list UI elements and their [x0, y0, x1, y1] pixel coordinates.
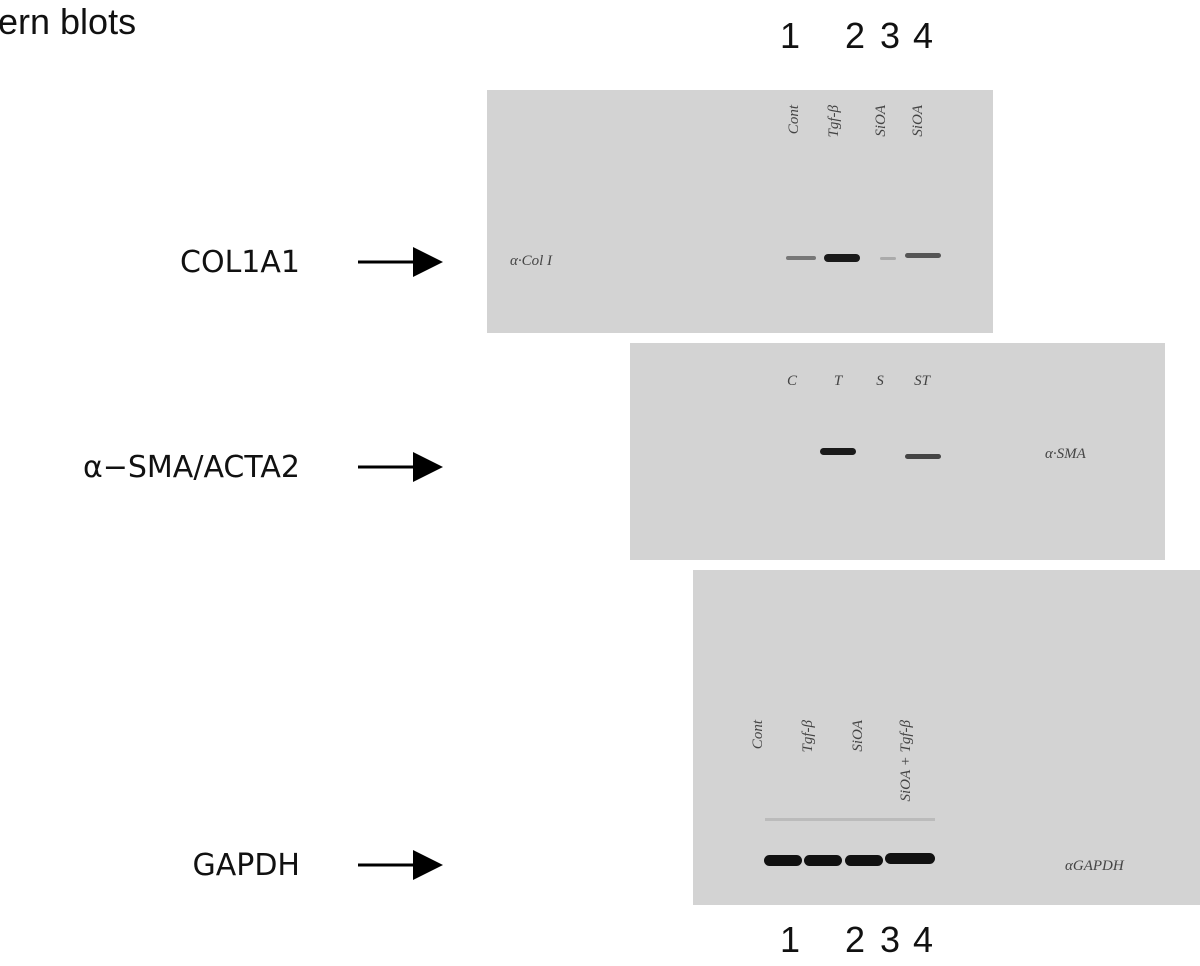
blot-image: [693, 570, 1200, 905]
lane-number: 3: [880, 15, 900, 56]
lane-number: 2: [845, 15, 865, 56]
antibody-note: α·Col I: [510, 253, 553, 269]
antibody-note: α·SMA: [1045, 446, 1087, 462]
lane-note: SiOA + Tgf-β: [898, 719, 914, 801]
lane-note: SiOA: [910, 104, 926, 137]
lane-note: SiOA: [850, 719, 866, 752]
lane-number: 4: [913, 919, 933, 960]
lane-note: SiOA: [873, 104, 889, 137]
lane-note: Cont: [750, 719, 766, 749]
protein-label: GAPDH: [192, 848, 300, 883]
antibody-note: αGAPDH: [1065, 858, 1125, 874]
lane-note: S: [876, 373, 884, 389]
lane-number: 3: [880, 919, 900, 960]
protein-label: COL1A1: [180, 245, 300, 280]
lane-note: Tgf-β: [826, 104, 842, 137]
lane-note: C: [787, 373, 798, 389]
lane-number: 1: [780, 919, 800, 960]
lane-number: 2: [845, 919, 865, 960]
protein-label: α−SMA/ACTA2: [83, 450, 300, 485]
lane-note: ST: [914, 373, 932, 389]
lane-note: Cont: [786, 104, 802, 134]
lane-number: 1: [780, 15, 800, 56]
figure: ern blots 12341234COL1A1α·Col IContTgf-β…: [0, 0, 1200, 966]
lane-note: Tgf-β: [800, 719, 816, 752]
title: ern blots: [0, 1, 136, 42]
lane-number: 4: [913, 15, 933, 56]
